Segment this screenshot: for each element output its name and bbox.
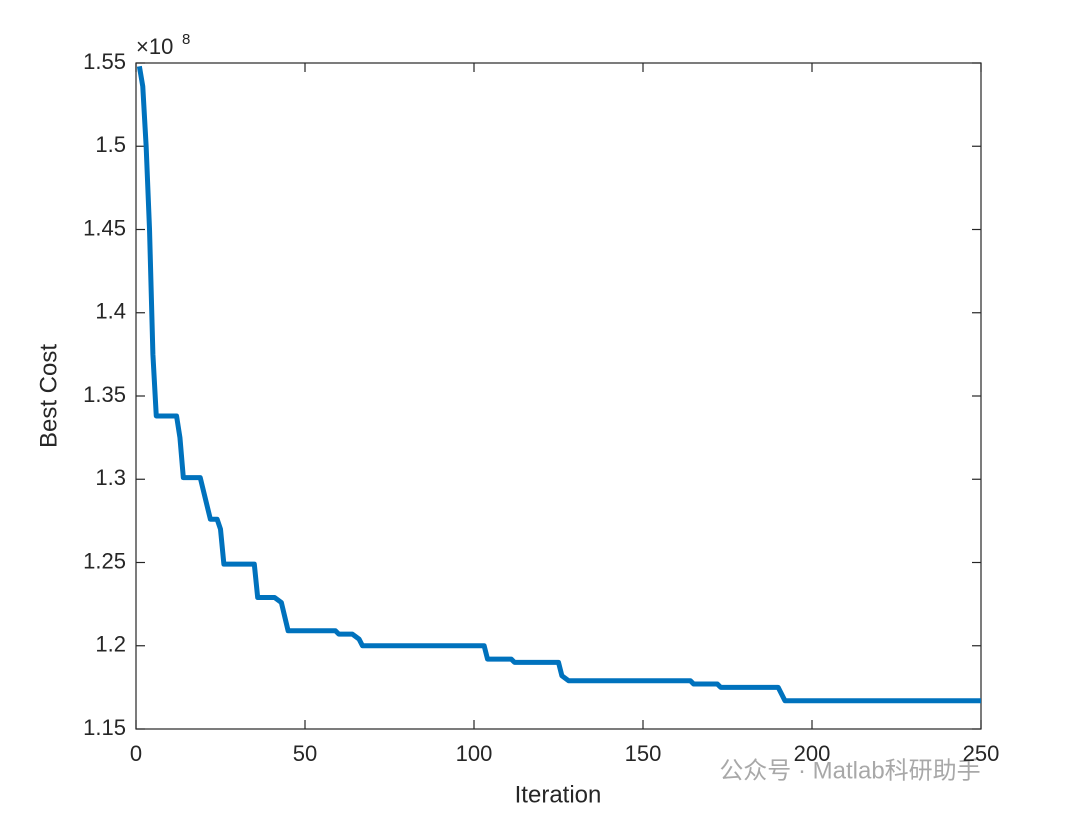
y-tick-label: 1.15	[83, 715, 126, 740]
y-tick-label: 1.2	[95, 632, 126, 657]
x-axis-label: Iteration	[515, 781, 602, 808]
y-tick-label: 1.45	[83, 215, 126, 240]
y-tick-label: 1.4	[95, 299, 126, 324]
y-scale-exponent: 8	[182, 31, 190, 48]
y-tick-label: 1.35	[83, 382, 126, 407]
y-tick-label: 1.5	[95, 132, 126, 157]
x-tick-label: 100	[456, 741, 493, 766]
x-tick-label: 0	[130, 741, 142, 766]
y-tick-label: 1.3	[95, 465, 126, 490]
line-series	[136, 65, 981, 704]
y-tick-label: 1.55	[83, 49, 126, 74]
plot-box	[135, 62, 982, 730]
watermark: 公众号 · Matlab科研助手	[719, 757, 980, 784]
y-axis-label: Best Cost	[35, 344, 62, 448]
x-tick-label: 50	[293, 741, 317, 766]
y-scale-label: ×10	[136, 34, 173, 59]
x-tick-label: 150	[625, 741, 662, 766]
x-tick-label: 200	[794, 741, 831, 766]
x-tick-label: 250	[963, 741, 1000, 766]
y-tick-label: 1.25	[83, 548, 126, 573]
